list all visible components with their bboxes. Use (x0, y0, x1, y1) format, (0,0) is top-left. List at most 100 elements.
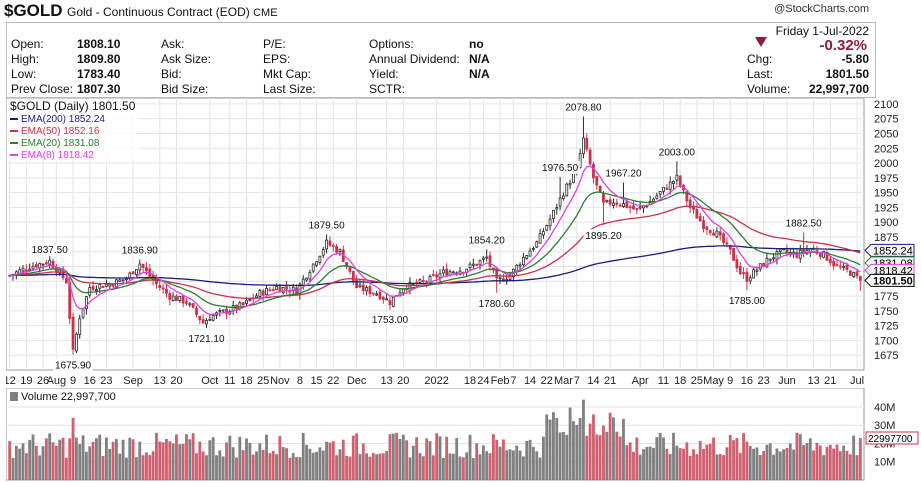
volume-bar (505, 450, 509, 480)
x-tick-label: 15 (310, 375, 322, 387)
volume-bar (552, 412, 555, 480)
x-tick-label: 13 (154, 375, 166, 387)
candle-body (188, 303, 192, 306)
volume-bar (38, 455, 42, 480)
y-tick-label: 2075 (874, 114, 898, 126)
volume-bar (842, 445, 846, 480)
candle-body (378, 291, 382, 300)
volume-bar (445, 436, 449, 480)
candle-body (48, 260, 52, 265)
x-tick-label: Sep (123, 375, 143, 387)
candle-body (772, 257, 775, 260)
candle-body (558, 197, 562, 207)
candle-body (255, 295, 258, 298)
candle-body (665, 187, 669, 190)
candle-body (328, 240, 332, 246)
volume-bar (315, 451, 318, 480)
candle-body (38, 263, 42, 269)
volume-bar (632, 451, 635, 480)
candle-body (261, 290, 265, 296)
candle-body (698, 216, 702, 222)
quote-label: Open: (11, 37, 44, 51)
candle-body (842, 265, 846, 268)
x-tick-label: 25 (691, 375, 703, 387)
x-tick-label: 20 (397, 375, 409, 387)
volume-bar (378, 453, 382, 480)
volume-bar (318, 447, 322, 480)
volume-bar (235, 457, 238, 480)
candle-body (31, 265, 35, 270)
price-annotation: 1882.50 (786, 219, 823, 230)
price-tag-label: 1852.24 (873, 245, 913, 257)
x-tick-label: Aug (47, 375, 67, 387)
candle-body (768, 258, 772, 261)
candle-body (582, 137, 585, 154)
volume-bar (438, 436, 442, 480)
annotation-bg (476, 296, 517, 310)
volume-last-label: 22997700 (868, 434, 913, 445)
quote-label: Last: (747, 67, 774, 81)
quote-value: no (469, 37, 484, 51)
volume-bar (592, 414, 595, 480)
volume-bar (808, 438, 812, 480)
volume-bar (64, 457, 68, 480)
quote-label: Annual Dividend: (369, 52, 460, 66)
candle-body (61, 268, 65, 279)
candle-body (572, 172, 575, 183)
candle-body (778, 249, 782, 252)
volume-bar (61, 437, 65, 480)
x-tick-label: Jul (850, 375, 864, 387)
candle-body (211, 314, 215, 321)
volume-bar (331, 441, 335, 480)
candle-body (401, 288, 405, 294)
candle-body (468, 263, 472, 269)
x-tick-label: 8 (297, 375, 303, 387)
candle-body (562, 195, 565, 199)
volume-bar (408, 457, 412, 480)
price-chart: 1675170017251750177518001825185018751900… (6, 98, 915, 387)
volume-tick-label: 40M (874, 402, 895, 414)
volume-bar (245, 438, 248, 480)
x-tick-label: Dec (347, 375, 367, 387)
candle-body (305, 277, 308, 281)
annotation-bg (369, 313, 410, 327)
candle-body (425, 281, 429, 284)
ema-20-line (9, 191, 861, 308)
candle-body (301, 278, 305, 286)
candle-body (231, 305, 235, 312)
annotation-bg (726, 294, 767, 308)
quote-label: Chg: (747, 52, 773, 66)
candle-body (208, 319, 212, 321)
quote-label: Prev Close: (11, 82, 74, 96)
y-tick-label: 1975 (874, 173, 898, 185)
volume-bar (471, 458, 475, 480)
volume-tick-label: 10M (874, 457, 895, 469)
volume-bar (712, 437, 715, 480)
volume-bar (41, 446, 45, 480)
volume-bar (225, 442, 228, 480)
volume-bar (535, 451, 539, 480)
volume-bar (635, 437, 639, 480)
candle-body (458, 270, 462, 275)
candle-body (435, 274, 439, 278)
x-tick-label: 7 (574, 375, 580, 387)
price-annotation: 1967.20 (605, 168, 642, 179)
candle-body (271, 289, 275, 292)
volume-bar (648, 446, 652, 480)
candle-body (828, 258, 832, 264)
volume-bar (521, 456, 525, 480)
volume-bar (465, 452, 469, 480)
volume-bar (498, 446, 502, 480)
volume-bar (205, 455, 208, 480)
candle-body (51, 261, 55, 269)
volume-bar (361, 443, 365, 480)
volume-bar (238, 436, 242, 480)
candle-body (825, 252, 829, 261)
y-tick-label: 1775 (874, 291, 898, 303)
volume-bar (368, 456, 372, 480)
volume-bar (708, 443, 712, 480)
candle-body (722, 233, 725, 244)
volume-bar (788, 443, 792, 480)
candle-body (535, 241, 539, 248)
